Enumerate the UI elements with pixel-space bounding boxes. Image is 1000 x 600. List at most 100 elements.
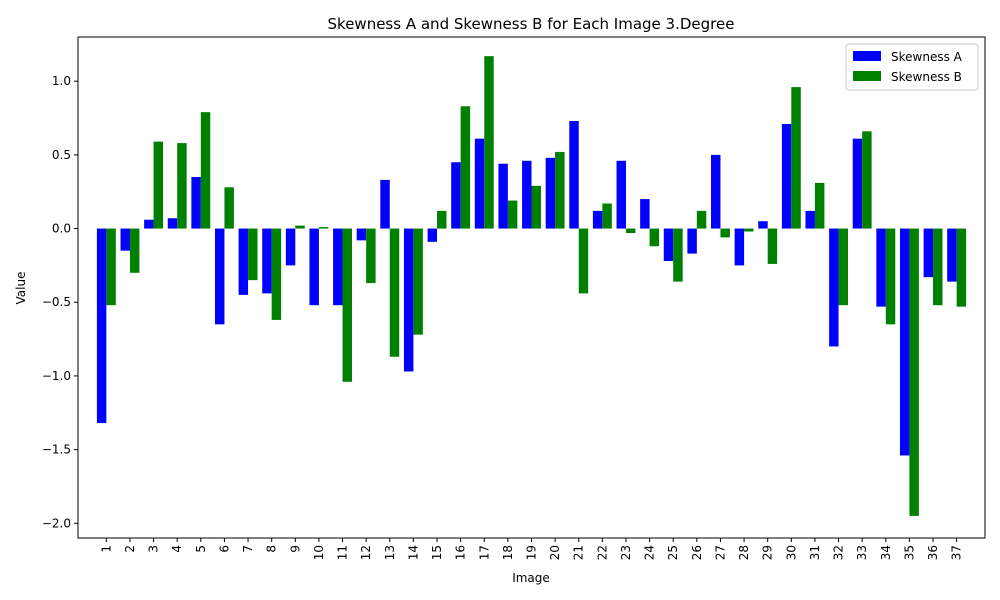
- y-tick-label: −0.5: [42, 295, 71, 309]
- bar-skewness-a-27: [711, 154, 721, 229]
- x-tick-label: 29: [761, 545, 775, 560]
- bar-skewness-a-7: [238, 228, 249, 295]
- bar-skewness-b-18: [507, 200, 518, 229]
- bar-skewness-a-22: [592, 210, 603, 229]
- legend-label-skewness-b: Skewness B: [891, 70, 962, 84]
- bar-skewness-a-21: [569, 120, 579, 229]
- x-tick-label: 8: [265, 545, 279, 553]
- bar-skewness-b-1: [106, 228, 116, 306]
- bar-skewness-b-22: [602, 203, 612, 229]
- x-tick-label: 34: [879, 545, 893, 560]
- x-axis-title: Image: [512, 571, 550, 585]
- plot-frame: [77, 36, 986, 539]
- bar-skewness-a-2: [120, 228, 130, 251]
- bar-skewness-b-31: [814, 182, 825, 229]
- x-tick-label: 21: [572, 545, 586, 560]
- bar-skewness-a-15: [427, 228, 438, 242]
- bar-skewness-a-17: [474, 138, 485, 229]
- x-tick-label: 4: [170, 545, 184, 553]
- bar-skewness-b-12: [366, 228, 376, 284]
- bar-skewness-b-26: [696, 210, 707, 229]
- bar-skewness-a-1: [96, 228, 107, 424]
- bar-skewness-b-30: [791, 87, 801, 229]
- bar-skewness-a-33: [852, 138, 863, 229]
- bar-skewness-a-6: [214, 228, 225, 325]
- x-tick-label: 14: [406, 545, 420, 560]
- x-tick-label: 11: [336, 545, 350, 560]
- x-tick-label: 28: [737, 545, 751, 560]
- bar-skewness-b-35: [909, 228, 919, 516]
- bar-skewness-b-27: [720, 228, 730, 238]
- bar-skewness-b-16: [460, 106, 471, 229]
- x-tick-label: 22: [595, 545, 609, 560]
- x-tick-label: 9: [288, 545, 302, 553]
- bar-skewness-b-34: [885, 228, 896, 325]
- x-tick-label: 19: [525, 545, 539, 560]
- bar-skewness-b-15: [437, 210, 447, 229]
- x-tick-label: 5: [194, 545, 208, 553]
- bar-skewness-a-5: [191, 176, 201, 229]
- bar-skewness-a-25: [663, 228, 674, 261]
- bar-skewness-b-32: [838, 228, 849, 306]
- bar-skewness-a-31: [805, 210, 815, 229]
- x-tick-label: 6: [217, 545, 231, 553]
- bar-skewness-b-19: [531, 185, 541, 229]
- bar-skewness-a-30: [781, 123, 792, 229]
- x-tick-label: 31: [808, 545, 822, 560]
- bar-skewness-a-24: [640, 199, 650, 229]
- bar-skewness-a-20: [545, 157, 556, 229]
- x-tick-label: 30: [784, 545, 798, 560]
- bar-skewness-b-24: [649, 228, 660, 247]
- bar-skewness-b-13: [389, 228, 400, 357]
- bar-skewness-b-37: [956, 228, 967, 307]
- bar-skewness-a-9: [285, 228, 296, 266]
- bar-skewness-a-3: [144, 219, 154, 229]
- bar-skewness-b-36: [933, 228, 943, 306]
- x-tick-label: 35: [902, 545, 916, 560]
- x-tick-label: 10: [312, 545, 326, 560]
- bar-skewness-b-4: [177, 143, 187, 229]
- legend-swatch-skewness-a: [853, 51, 881, 61]
- x-tick-label: 7: [241, 545, 255, 553]
- x-tick-label: 33: [855, 545, 869, 560]
- chart-title: Skewness A and Skewness B for Each Image…: [328, 15, 735, 33]
- bar-skewness-b-3: [153, 141, 164, 229]
- bar-skewness-a-8: [262, 228, 272, 294]
- bar-skewness-b-2: [129, 228, 140, 273]
- bar-skewness-a-36: [923, 228, 934, 278]
- y-axis-title: Value: [14, 272, 28, 305]
- bar-skewness-a-26: [687, 228, 697, 254]
- x-tick-label: 27: [713, 545, 727, 560]
- y-tick-label: 0.5: [52, 148, 71, 162]
- x-tick-label: 15: [430, 545, 444, 560]
- bar-skewness-a-34: [876, 228, 886, 307]
- bar-skewness-a-29: [758, 221, 768, 229]
- bar-skewness-a-19: [522, 160, 532, 229]
- bar-skewness-b-11: [342, 228, 352, 382]
- y-tick-label: −2.0: [42, 516, 71, 530]
- bar-skewness-b-17: [484, 56, 494, 229]
- legend-label-skewness-a: Skewness A: [891, 50, 963, 64]
- x-tick-label: 23: [619, 545, 633, 560]
- legend: Skewness A Skewness B: [845, 43, 979, 91]
- y-tick-label: 1.0: [52, 74, 71, 88]
- bar-skewness-b-23: [625, 228, 636, 233]
- bar-skewness-b-29: [767, 228, 778, 264]
- legend-swatch-skewness-b: [853, 71, 881, 81]
- bar-skewness-b-28: [744, 228, 754, 232]
- bar-skewness-a-10: [309, 228, 319, 306]
- bar-skewness-a-18: [498, 163, 508, 229]
- bar-skewness-a-4: [167, 218, 178, 229]
- bar-skewness-b-7: [248, 228, 258, 281]
- bar-skewness-a-35: [899, 228, 910, 456]
- bar-skewness-b-9: [295, 225, 305, 229]
- bar-skewness-a-32: [829, 228, 839, 347]
- x-tick-label: 24: [643, 545, 657, 560]
- y-axis-ticks: −2.0 −1.5 −1.0 −0.5 0.0 0.5 1.0: [42, 74, 78, 530]
- x-tick-label: 16: [454, 545, 468, 560]
- x-tick-label: 2: [123, 545, 137, 553]
- bar-skewness-b-20: [555, 151, 565, 229]
- x-tick-label: 18: [501, 545, 515, 560]
- x-tick-label: 26: [690, 545, 704, 560]
